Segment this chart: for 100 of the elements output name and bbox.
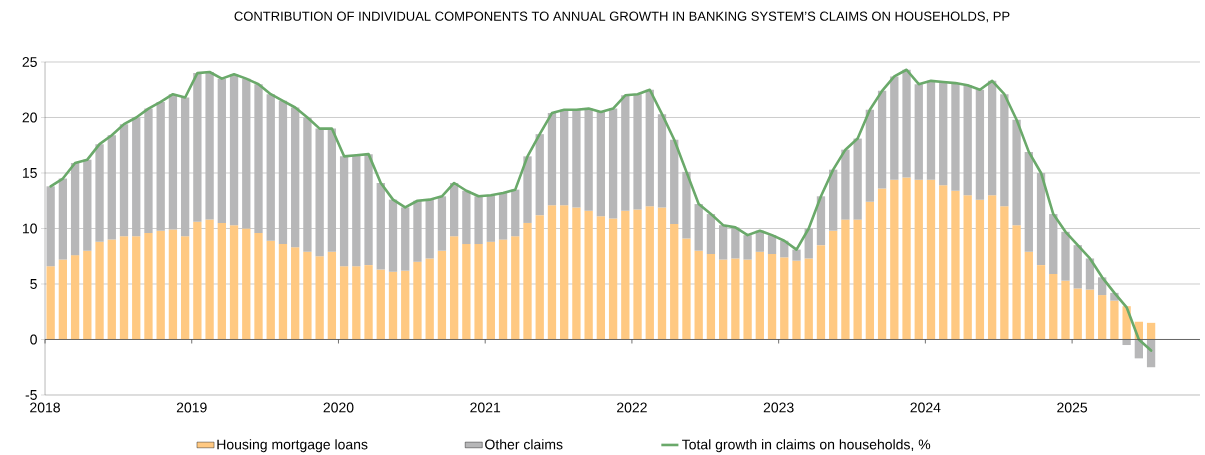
bar [951, 83, 960, 191]
bar [437, 196, 447, 251]
bar [829, 169, 838, 231]
bar [670, 224, 679, 340]
bar [425, 199, 434, 259]
bar [413, 261, 422, 340]
bar [364, 265, 373, 340]
bar [1085, 258, 1095, 290]
bar [633, 94, 642, 210]
bar [792, 260, 801, 340]
bar [132, 117, 141, 237]
bar [205, 71, 214, 220]
bar [339, 266, 349, 340]
bar [278, 100, 288, 245]
bar [1036, 265, 1046, 340]
bar [743, 235, 752, 260]
bar [1012, 119, 1021, 226]
bar [535, 215, 544, 340]
bar [474, 244, 483, 340]
bar [963, 195, 972, 340]
bar [193, 221, 202, 340]
bar [890, 76, 899, 180]
bar [119, 124, 129, 237]
bar [376, 182, 385, 270]
bar [327, 251, 337, 340]
bar [1122, 339, 1131, 346]
bar [278, 244, 288, 340]
bar [694, 204, 703, 251]
bar [1024, 251, 1033, 340]
bar [303, 117, 312, 252]
bar [853, 219, 862, 340]
x-tick-label: 2019 [176, 402, 207, 413]
bar [254, 84, 263, 233]
y-tick-label: 20 [22, 112, 37, 123]
bar [816, 245, 826, 340]
bar [339, 156, 349, 267]
bar [987, 80, 997, 196]
bar [229, 225, 239, 340]
bar [462, 244, 471, 340]
bar [486, 241, 495, 340]
bar [804, 258, 813, 340]
bar [584, 108, 593, 211]
bar [975, 89, 985, 200]
bar [95, 241, 104, 340]
y-tick-label: -5 [25, 390, 37, 400]
bar [364, 154, 373, 266]
bar [926, 80, 936, 180]
legend-label: Other claims [485, 439, 563, 450]
bar [266, 94, 275, 241]
bar [401, 270, 410, 340]
bar [401, 207, 410, 271]
bar [388, 199, 398, 272]
bar [560, 109, 569, 206]
bar [1012, 225, 1021, 340]
bar [180, 236, 190, 340]
bar [584, 210, 593, 340]
bar [718, 225, 728, 260]
bar [144, 108, 153, 233]
bar [890, 179, 899, 340]
bar [413, 200, 422, 262]
bar [46, 266, 55, 340]
bar [902, 69, 911, 178]
bar [352, 155, 361, 267]
bar [865, 109, 875, 202]
bar [168, 94, 178, 230]
bar [168, 229, 178, 340]
x-tick-label: 2022 [617, 402, 647, 413]
legend-label: Housing mortgage loans [217, 439, 368, 453]
bar [58, 178, 68, 260]
x-tick-label: 2021 [470, 402, 501, 413]
x-tick-label: 2020 [323, 402, 354, 413]
y-tick-label: 5 [30, 279, 37, 289]
bar [70, 163, 80, 256]
bar [498, 192, 508, 240]
bar [1036, 172, 1046, 266]
bar [254, 232, 263, 340]
bar [780, 257, 789, 340]
bar [462, 190, 471, 245]
bar [1073, 288, 1082, 340]
bar [425, 258, 434, 340]
bar [621, 210, 630, 340]
bar [682, 238, 691, 340]
bar [608, 218, 618, 340]
bar [645, 206, 654, 340]
bar [315, 128, 324, 257]
bar [1000, 206, 1009, 340]
chart-title: CONTRIBUTION OF INDIVIDUAL COMPONENTS TO ANNUAL GROWTH IN BANKING SYSTEM’S CLAIMS ON HOUSEHOLDS, PP [234, 11, 1010, 23]
bar [596, 216, 606, 340]
bar [987, 195, 997, 340]
bar [107, 239, 116, 340]
bar [572, 109, 581, 208]
bar [877, 90, 887, 189]
bar [1073, 245, 1082, 289]
bar [767, 254, 777, 340]
bar [914, 179, 923, 340]
bar [474, 196, 483, 245]
bar [327, 128, 337, 252]
bar [926, 179, 936, 340]
bar [217, 78, 226, 223]
bar [560, 205, 569, 340]
